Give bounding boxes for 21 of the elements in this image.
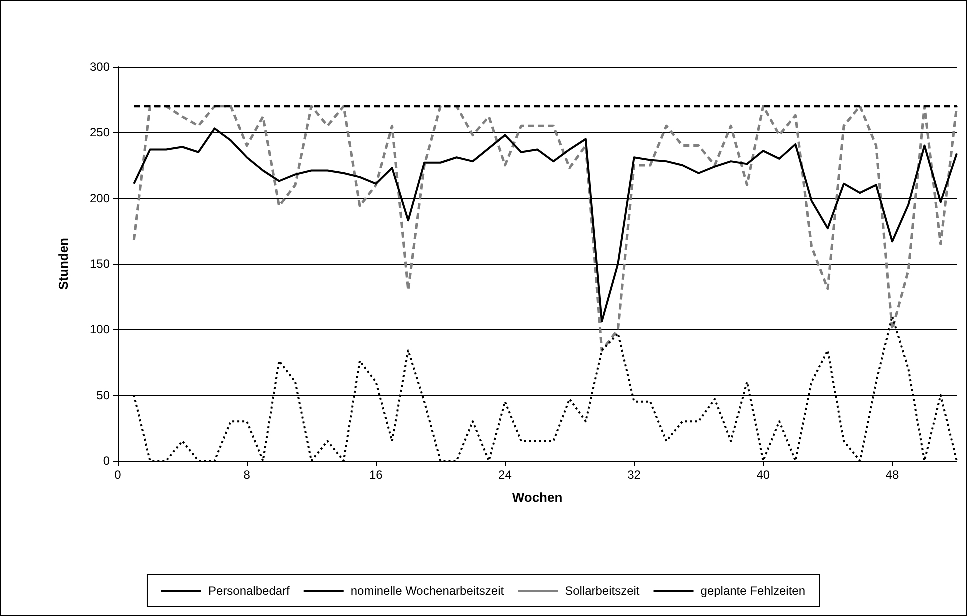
y-tick-label: 150 xyxy=(90,257,110,271)
y-tick-label: 100 xyxy=(90,322,110,337)
x-tick-label: 48 xyxy=(886,468,900,482)
legend-label: Sollarbeitszeit xyxy=(565,584,640,598)
x-tick-label: 0 xyxy=(114,468,122,482)
y-tick-label: 50 xyxy=(96,388,110,402)
legend-label: nominelle Wochenarbeitszeit xyxy=(350,584,505,598)
x-axis-title: Wochen xyxy=(512,490,563,505)
y-axis-title: Stunden xyxy=(56,238,71,290)
y-tick-label: 250 xyxy=(90,126,110,140)
x-tick-label: 32 xyxy=(628,468,642,482)
x-tick-label: 8 xyxy=(244,468,251,482)
y-tick-label: 300 xyxy=(90,60,110,74)
x-tick-label: 40 xyxy=(756,468,770,482)
line-series xyxy=(132,105,958,352)
x-tick-label: 16 xyxy=(369,468,384,482)
x-tick-label: 24 xyxy=(498,468,512,482)
y-tick-label: 0 xyxy=(103,454,110,468)
y-tick-label: 200 xyxy=(90,191,110,206)
legend-label: geplante Fehlzeiten xyxy=(700,584,806,598)
legend-label: Personalbedarf xyxy=(208,584,291,598)
